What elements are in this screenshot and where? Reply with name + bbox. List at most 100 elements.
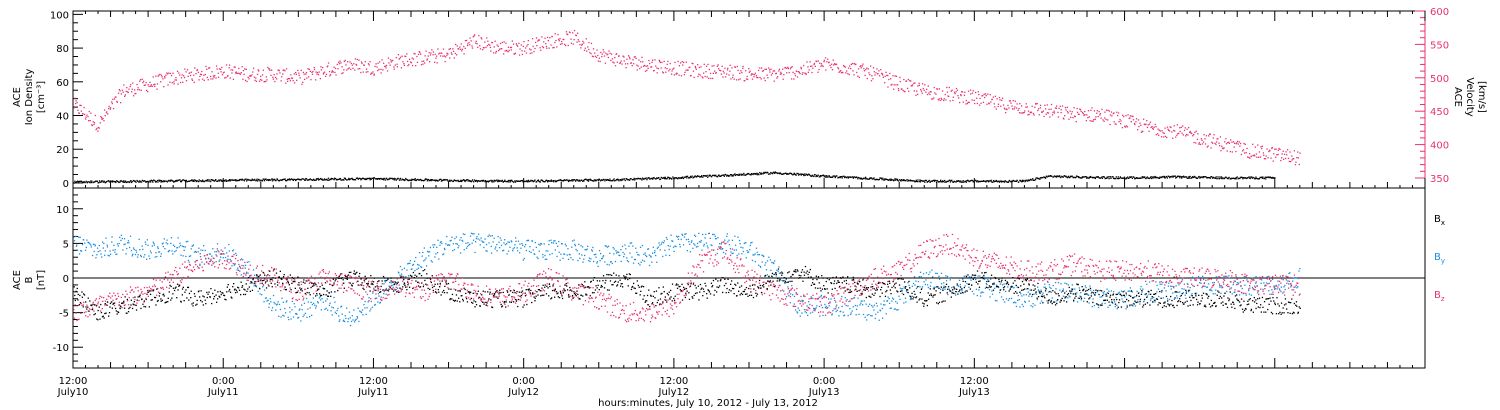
- by-series-dot: [943, 285, 945, 287]
- velocity-series-dot: [83, 106, 85, 109]
- bz-series-dot: [97, 303, 99, 305]
- velocity-series-dot: [475, 40, 477, 42]
- velocity-series-dot: [1132, 115, 1134, 118]
- by-series-dot: [651, 261, 653, 263]
- by-series-dot: [384, 280, 386, 282]
- density-series-dot: [642, 178, 644, 180]
- velocity-series-dot: [1152, 128, 1154, 130]
- velocity-series-dot: [513, 53, 516, 55]
- by-series-dot: [1226, 275, 1228, 277]
- density-series-dot: [677, 177, 680, 179]
- density-series-dot: [1093, 176, 1095, 179]
- velocity-series-dot: [903, 90, 905, 92]
- by-series-dot: [107, 254, 109, 257]
- by-series-dot: [239, 270, 241, 272]
- by-series-dot: [132, 247, 135, 249]
- velocity-series-dot: [482, 49, 484, 51]
- velocity-series-dot: [327, 62, 330, 64]
- by-series-dot: [420, 265, 422, 268]
- by-series-dot: [945, 275, 947, 277]
- by-series-dot: [1037, 286, 1039, 288]
- velocity-series-dot: [698, 73, 700, 75]
- density-series-dot: [538, 181, 541, 183]
- velocity-series-dot: [1049, 116, 1051, 118]
- velocity-series-dot: [249, 75, 251, 77]
- velocity-series-dot: [577, 32, 579, 34]
- density-series-dot: [1127, 176, 1129, 178]
- density-series-dot: [429, 179, 431, 181]
- by-series-dot: [274, 303, 276, 305]
- velocity-series-dot: [1113, 112, 1115, 114]
- velocity-series-dot: [1178, 132, 1180, 134]
- density-series-dot: [736, 174, 738, 176]
- bz-series-dot: [147, 295, 149, 297]
- velocity-series-dot: [868, 72, 870, 74]
- velocity-series-dot: [313, 67, 315, 69]
- density-series-dot: [1263, 178, 1265, 180]
- density-series-dot: [480, 180, 482, 182]
- density-series-dot: [668, 176, 670, 179]
- velocity-series-dot: [1001, 99, 1003, 101]
- velocity-series-dot: [710, 77, 712, 80]
- velocity-series-dot: [491, 42, 494, 44]
- by-series-dot: [317, 301, 319, 303]
- by-series-dot: [798, 309, 801, 311]
- by-series-dot: [686, 250, 688, 252]
- velocity-series-dot: [289, 78, 291, 80]
- by-series-dot: [237, 267, 239, 269]
- bz-series-dot: [89, 314, 91, 316]
- velocity-series-dot: [939, 99, 941, 102]
- by-series-dot: [78, 253, 81, 255]
- density-series-dot: [433, 179, 435, 181]
- bz-series-dot: [114, 294, 116, 297]
- by-series-dot: [846, 299, 848, 301]
- by-series-dot: [582, 261, 584, 263]
- by-series-dot: [338, 320, 340, 322]
- velocity-series-dot: [893, 88, 895, 90]
- velocity-series-dot: [707, 63, 709, 66]
- density-series-dot: [628, 179, 630, 181]
- by-series-dot: [490, 252, 493, 254]
- by-series-dot: [350, 320, 353, 323]
- by-series-dot: [371, 306, 373, 308]
- velocity-series-dot: [1120, 120, 1122, 122]
- by-series-dot: [102, 247, 104, 249]
- density-series-dot: [1021, 179, 1024, 181]
- velocity-series-dot: [363, 64, 365, 66]
- density-series-dot: [543, 181, 545, 183]
- velocity-series-dot: [567, 33, 569, 36]
- density-series-dot: [726, 174, 729, 176]
- by-series-dot: [231, 265, 233, 267]
- velocity-series-dot: [523, 41, 525, 43]
- by-series-dot: [185, 255, 187, 258]
- density-series-dot: [1103, 176, 1106, 178]
- density-series-dot: [146, 181, 148, 183]
- velocity-series-dot: [899, 76, 901, 79]
- velocity-series-dot: [480, 37, 482, 39]
- by-series-dot: [1167, 285, 1169, 287]
- by-series-dot: [605, 245, 607, 247]
- velocity-series-dot: [1271, 147, 1273, 149]
- density-series-dot: [464, 179, 466, 182]
- velocity-series-dot: [916, 90, 918, 92]
- density-series-dot: [1137, 177, 1139, 179]
- density-series-dot: [1086, 176, 1088, 178]
- by-series-dot: [136, 256, 139, 258]
- density-series-dot: [1010, 181, 1012, 183]
- velocity-series-dot: [181, 74, 183, 76]
- bz-series-dot: [86, 304, 88, 306]
- velocity-series-dot: [558, 38, 560, 41]
- by-series-dot: [340, 306, 342, 308]
- velocity-series-dot: [636, 69, 638, 71]
- density-series-dot: [995, 180, 997, 182]
- density-series-dot: [959, 181, 961, 183]
- by-series-dot: [682, 234, 684, 236]
- by-series-dot: [112, 249, 114, 251]
- by-series-dot: [478, 233, 480, 235]
- by-series-dot: [234, 263, 236, 266]
- by-series-dot: [428, 255, 430, 257]
- velocity-series-dot: [438, 53, 440, 55]
- density-series-dot: [876, 178, 878, 181]
- by-series-dot: [867, 305, 869, 307]
- by-series-dot: [1032, 303, 1034, 305]
